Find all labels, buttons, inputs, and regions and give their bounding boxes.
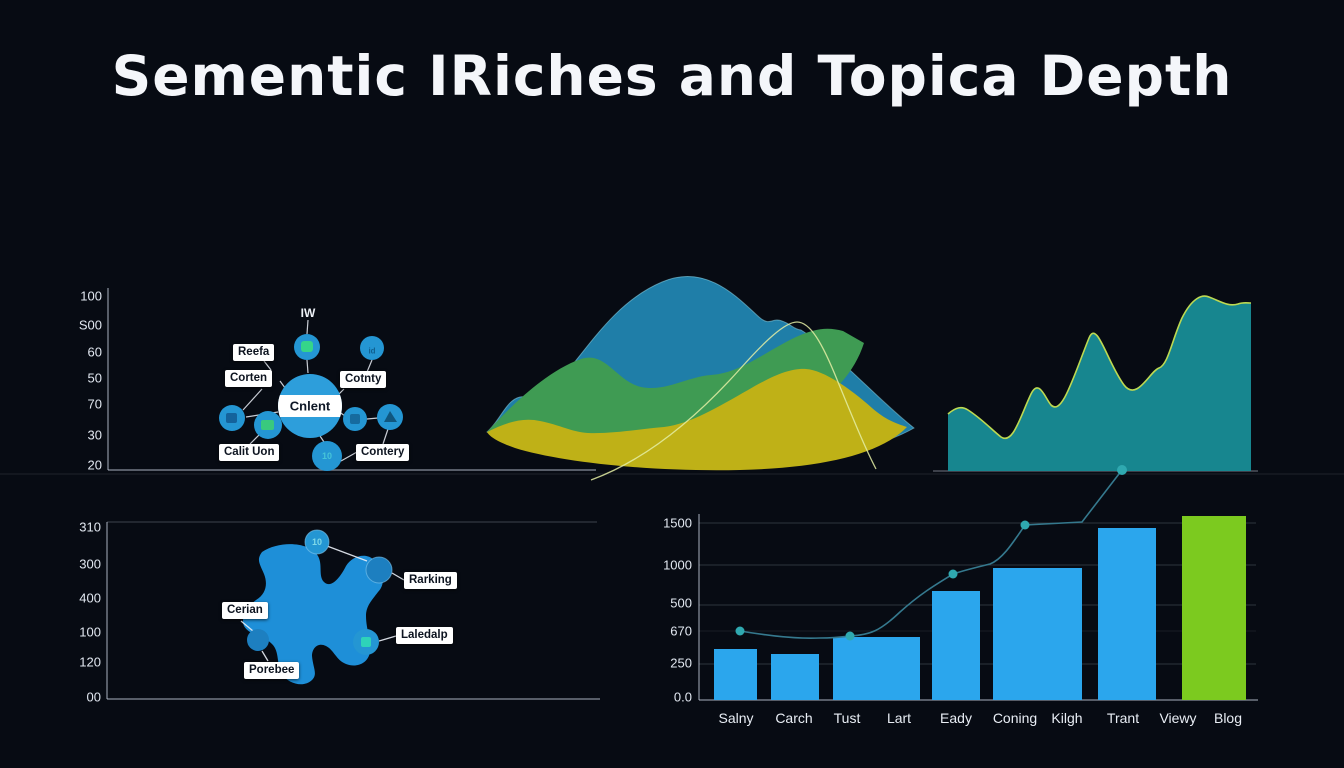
page-title: Sementic IRiches and Topica Depth	[111, 44, 1233, 108]
trend-area-fill	[948, 296, 1251, 471]
bar-y-tick: 1500	[663, 515, 692, 531]
tag-cerian: Cerian	[222, 602, 268, 619]
stacked-mountain-chart	[486, 276, 915, 481]
mountain-icon	[384, 411, 397, 422]
bar-carch	[771, 654, 819, 700]
tag-calit-uon: Calit Uon	[219, 444, 280, 461]
green-square-icon	[301, 341, 313, 352]
bar-x-label: Eady	[940, 710, 972, 726]
blob-node-top	[304, 529, 330, 555]
blob-node-left	[247, 629, 269, 651]
bar-y-tick: 670	[670, 623, 692, 639]
bar-tust-lart	[833, 637, 920, 700]
bar-chart	[698, 465, 1258, 701]
bar-eady	[932, 591, 980, 700]
blob-y-tick: 400	[79, 590, 101, 606]
bar-x-label: Kilgh	[1051, 710, 1083, 726]
bar-trant	[1098, 528, 1156, 700]
id-glyph-label: id	[368, 346, 376, 356]
trend-line-dots	[735, 465, 1127, 641]
bar-salny	[714, 649, 757, 700]
blob-y-tick: 100	[79, 624, 101, 640]
blob-y-tick: 300	[79, 556, 101, 572]
blob-ten-glyph-label: 10	[311, 537, 323, 547]
book-icon	[226, 413, 237, 423]
bar-x-label: Trant	[1106, 710, 1140, 726]
network-top-label: IW	[300, 306, 316, 320]
bar-x-label: Blog	[1213, 710, 1243, 726]
blob-node-right	[365, 556, 393, 584]
bar-x-label: Coning	[992, 710, 1038, 726]
node-bottom	[312, 441, 342, 471]
node-top-right	[360, 336, 384, 360]
tag-reefa: Reefa	[233, 344, 275, 361]
trend-area-chart	[933, 295, 1258, 472]
network-y-tick: 100	[80, 288, 102, 304]
mountain-bell-curve-outline	[590, 321, 877, 481]
blob-y-tick: 120	[79, 654, 101, 670]
blob-diagram	[240, 529, 405, 685]
tag-cotnty: Cotnty	[340, 371, 387, 388]
blob-y-tick: 00	[86, 689, 101, 705]
bar-y-tick: 0.0	[673, 689, 692, 705]
network-y-tick: S00	[78, 317, 102, 333]
mountain-yellow-layer	[487, 368, 907, 471]
tag-contery: Contery	[356, 444, 410, 461]
tag-laledalp: Laledalp	[396, 627, 453, 644]
blob-y-tick: 310	[79, 519, 101, 535]
blob-connectors	[240, 545, 405, 662]
blob-nodes	[247, 529, 393, 655]
folder-icon	[261, 420, 274, 430]
network-node-glyphs	[226, 341, 397, 430]
tag-corten: Corten	[225, 370, 273, 387]
bar-y-tick: 500	[670, 595, 692, 611]
trend-area-outline	[947, 295, 1252, 440]
bar-x-label: Carch	[775, 710, 813, 726]
bar-y-tick: 1000	[663, 557, 692, 573]
bar-x-label: Tust	[833, 710, 861, 726]
network-y-tick: 60	[87, 344, 102, 360]
topic-network-diagram	[219, 319, 403, 471]
document-icon	[361, 637, 371, 647]
bars	[714, 516, 1246, 700]
bar-x-label: Viewy	[1159, 710, 1197, 726]
bar-x-label: Lart	[886, 710, 912, 726]
network-y-tick: 50	[87, 370, 102, 386]
network-y-tick: 20	[87, 457, 102, 473]
bar-x-label: Salny	[718, 710, 754, 726]
network-chart-axes	[107, 288, 596, 471]
tag-rarking: Rarking	[404, 572, 457, 589]
box-icon	[350, 414, 360, 424]
bar-coning-kilgh	[993, 568, 1082, 700]
blob-chart-axes	[106, 521, 600, 700]
network-y-tick: 70	[87, 396, 102, 412]
network-center-label: Cnlent	[289, 398, 331, 414]
ten-glyph-label: 10	[321, 451, 333, 461]
network-center-band	[278, 395, 342, 417]
network-y-tick: 30	[87, 427, 102, 443]
bar-blog	[1182, 516, 1246, 700]
trend-line-overlay	[739, 469, 1123, 639]
bar-y-tick: 250	[670, 655, 692, 671]
blob-shape	[242, 544, 383, 685]
tag-porebee: Porebee	[244, 662, 300, 679]
